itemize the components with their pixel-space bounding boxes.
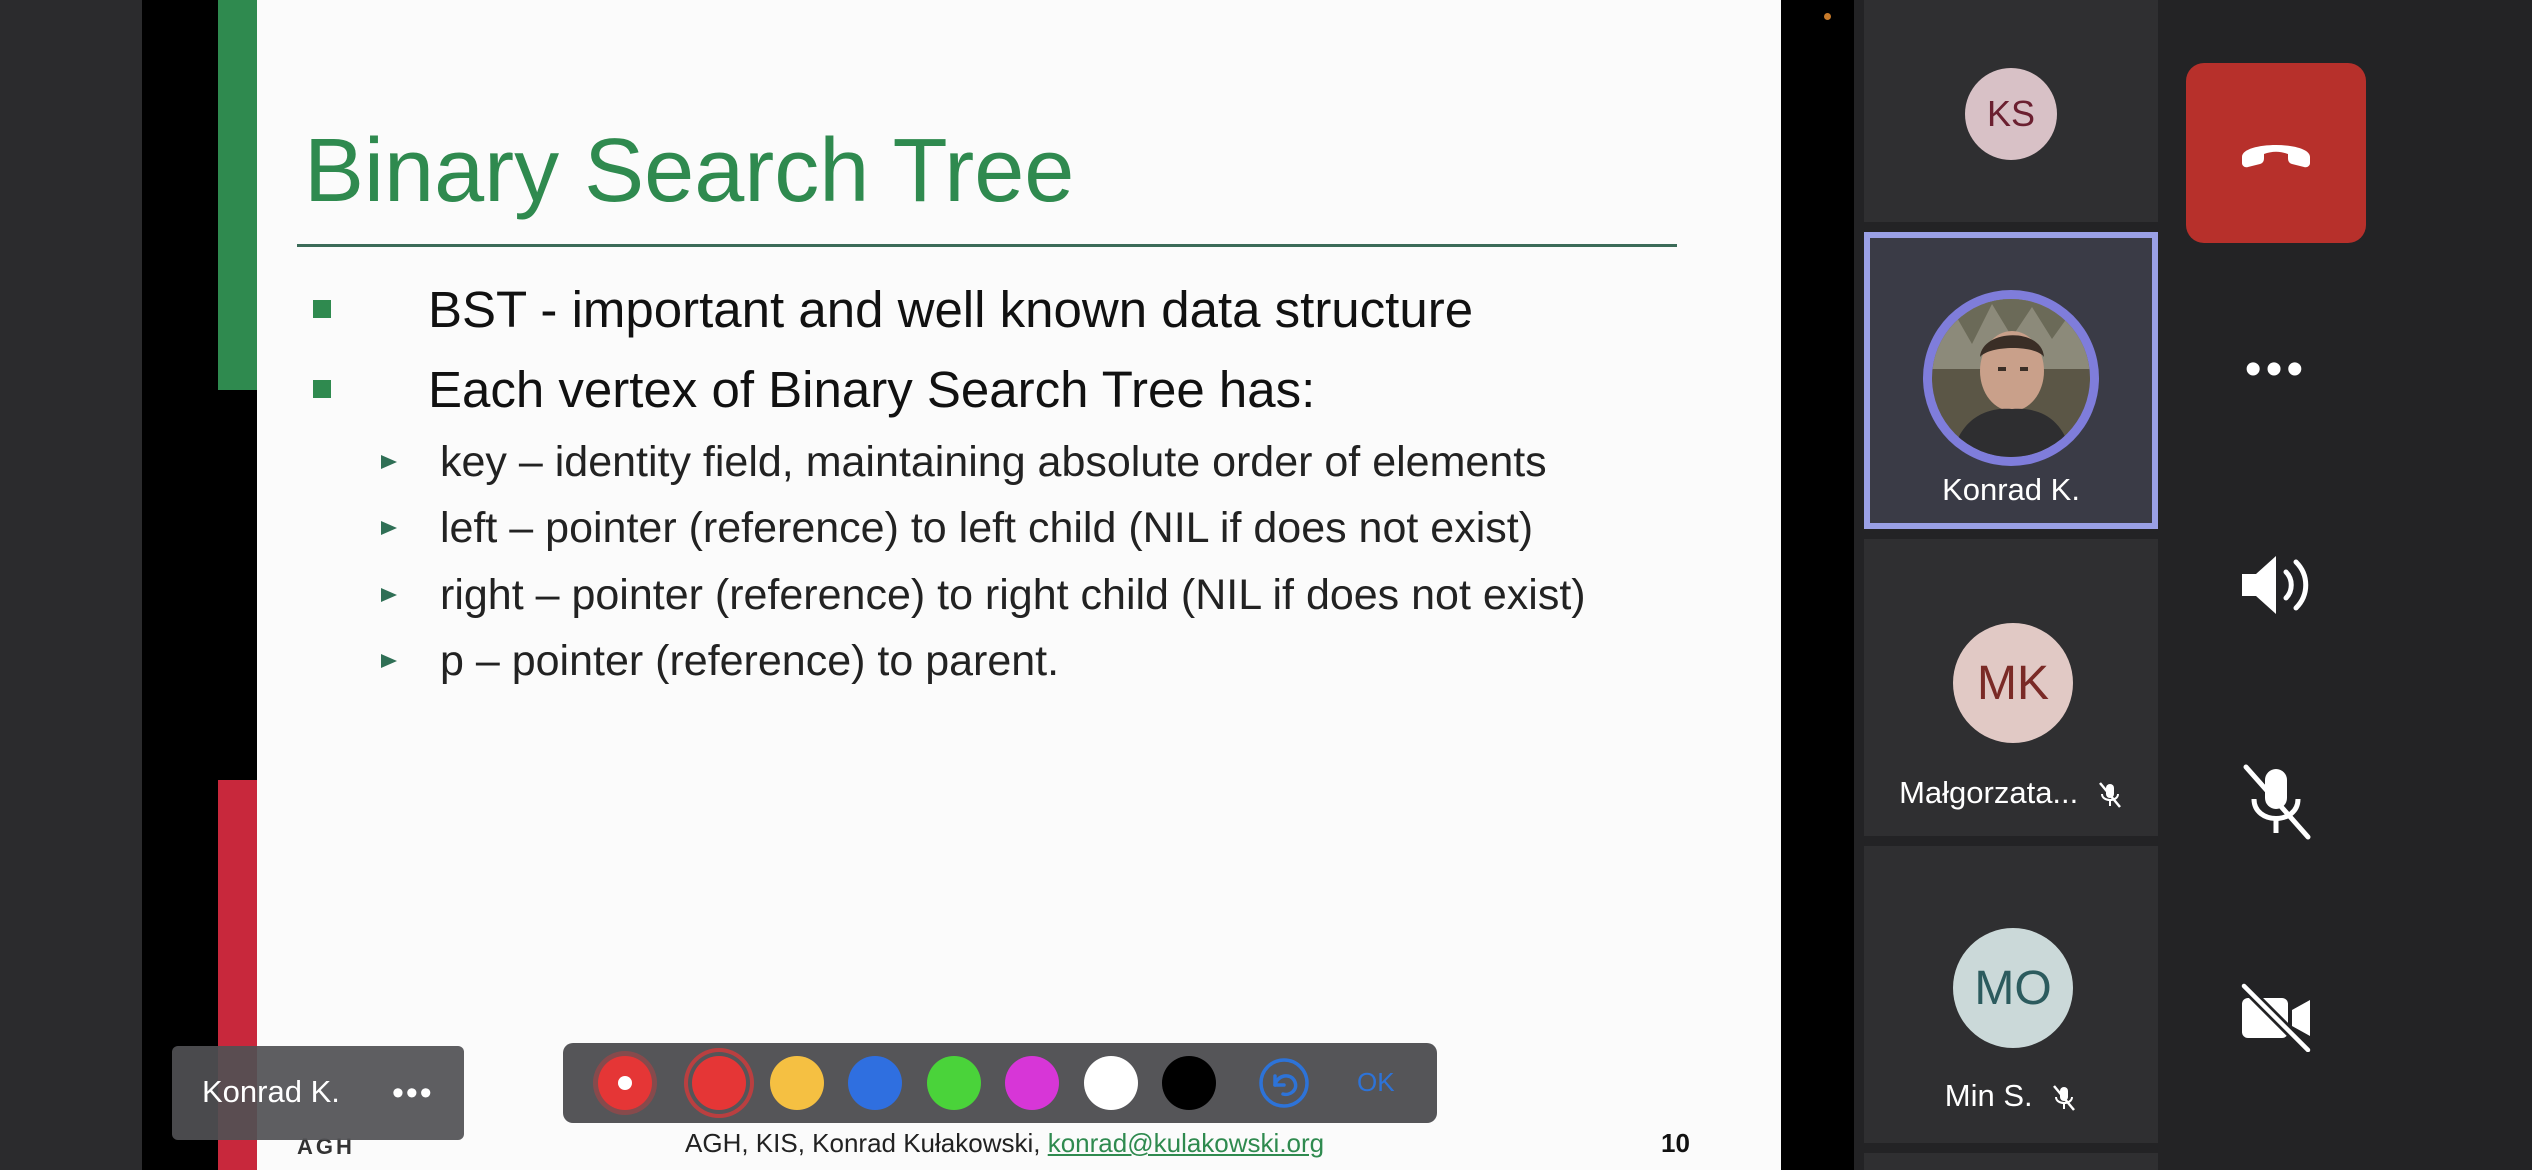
shared-slide: Binary Search Tree BST - important and w… xyxy=(257,0,1781,1170)
undo-icon xyxy=(1259,1058,1309,1108)
participant-name-row: Małgorzata... xyxy=(1864,775,2158,811)
sub-bullet-text: key – identity field, maintaining absolu… xyxy=(440,438,1547,486)
color-swatch-yellow[interactable] xyxy=(770,1056,824,1110)
hang-up-icon xyxy=(2242,145,2310,168)
color-swatch-black[interactable] xyxy=(1162,1056,1216,1110)
more-options-button[interactable]: ••• xyxy=(2186,279,2366,459)
bullet-square-icon xyxy=(313,380,331,398)
camera-toggle-button[interactable] xyxy=(2186,927,2366,1107)
participant-tile[interactable]: MO Min S. xyxy=(1864,846,2158,1143)
avatar-speaking-ring xyxy=(1923,290,2099,466)
laser-pointer-tool-button[interactable] xyxy=(598,1056,652,1110)
bullet-text: BST - important and well known data stru… xyxy=(428,281,1474,338)
color-swatch-green[interactable] xyxy=(927,1056,981,1110)
mic-muted-icon xyxy=(2053,1085,2076,1111)
participant-name: Konrad K. xyxy=(1942,472,2080,507)
participant-tile-active-speaker[interactable]: Konrad K. xyxy=(1864,232,2158,529)
arrow-bullet-icon xyxy=(381,455,397,469)
camera-off-icon xyxy=(2240,982,2312,1052)
avatar: KS xyxy=(1965,68,2057,160)
presenter-name: Konrad K. xyxy=(202,1074,340,1109)
participant-tile[interactable] xyxy=(1864,1153,2158,1170)
participant-tile[interactable]: KS xyxy=(1864,0,2158,222)
ok-button[interactable]: OK xyxy=(1357,1067,1395,1097)
slide-accent-bar-green xyxy=(218,0,257,390)
participant-name: Małgorzata... xyxy=(1899,775,2079,810)
sub-bullet-text: right – pointer (reference) to right chi… xyxy=(440,571,1586,619)
participant-name-row: Min S. xyxy=(1864,1078,2158,1114)
presenter-more-button[interactable]: ••• xyxy=(392,1074,434,1112)
more-dots-icon: ••• xyxy=(2244,342,2308,396)
footer-credit: AGH, KIS, Konrad Kułakowski, konrad@kula… xyxy=(685,1128,1324,1159)
color-swatch-purple[interactable] xyxy=(1005,1056,1059,1110)
presenter-name-tag[interactable]: Konrad K. ••• xyxy=(172,1046,464,1140)
laser-dot-icon xyxy=(618,1076,632,1090)
avatar xyxy=(1932,299,2090,457)
slide-title: Binary Search Tree xyxy=(304,121,1075,221)
arrow-bullet-icon xyxy=(381,654,397,668)
footer-credit-text: AGH, KIS, Konrad Kułakowski, xyxy=(685,1128,1048,1158)
annotation-toolbar: OK xyxy=(563,1043,1437,1123)
participant-tile[interactable]: MK Małgorzata... xyxy=(1864,539,2158,836)
mute-microphone-button[interactable] xyxy=(2186,711,2366,891)
speaker-icon xyxy=(2242,556,2309,614)
slide-page-number: 10 xyxy=(1661,1128,1690,1158)
mic-off-icon xyxy=(2243,764,2311,840)
user-photo-icon xyxy=(1932,299,2090,457)
sub-bullet-text: p – pointer (reference) to parent. xyxy=(440,637,1060,685)
avatar: MK xyxy=(1953,623,2073,743)
end-call-button[interactable] xyxy=(2186,63,2366,243)
undo-button[interactable] xyxy=(1257,1056,1311,1110)
participant-name: Min S. xyxy=(1944,1078,2033,1113)
left-margin xyxy=(0,0,142,1170)
sub-bullet-text: left – pointer (reference) to left child… xyxy=(440,504,1534,552)
arrow-bullet-icon xyxy=(381,521,397,535)
color-swatch-blue[interactable] xyxy=(848,1056,902,1110)
color-swatch-red[interactable] xyxy=(692,1056,746,1110)
status-indicator-dot xyxy=(1824,13,1831,20)
avatar: MO xyxy=(1953,928,2073,1048)
bullet-text: Each vertex of Binary Search Tree has: xyxy=(428,361,1316,418)
footer-email-link[interactable]: konrad@kulakowski.org xyxy=(1047,1128,1325,1158)
mic-muted-icon xyxy=(2098,782,2121,808)
bullet-square-icon xyxy=(313,300,331,318)
arrow-bullet-icon xyxy=(381,588,397,602)
color-swatch-white[interactable] xyxy=(1084,1056,1138,1110)
speaker-button[interactable] xyxy=(2186,495,2366,675)
title-underline xyxy=(297,244,1677,247)
